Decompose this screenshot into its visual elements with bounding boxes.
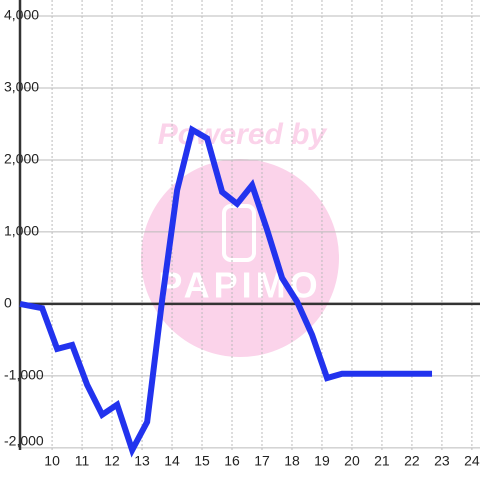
y-tick-label: -2,000 [4, 433, 44, 449]
x-tick-label: 15 [194, 453, 210, 469]
x-tick-label: 21 [374, 453, 390, 469]
y-tick-label: 4,000 [4, 7, 39, 23]
x-tick-label: 14 [164, 453, 180, 469]
x-tick-label: 20 [344, 453, 360, 469]
watermark-text: PAPIMO [158, 265, 321, 306]
line [19, 125, 433, 458]
y-tick-label: 0 [4, 295, 12, 311]
x-tick-label: 12 [104, 453, 120, 469]
y-tick-label: 3,000 [4, 79, 39, 95]
x-tick-label: 23 [434, 453, 450, 469]
y-tick-label: 2,000 [4, 151, 39, 167]
x-tick-label: 18 [284, 453, 300, 469]
x-tick-label: 16 [224, 453, 240, 469]
x-tick-label: 13 [134, 453, 150, 469]
x-tick-label: 11 [75, 453, 90, 469]
watermark-text: Powered by [158, 118, 328, 151]
y-tick-label: 1,000 [4, 223, 39, 239]
y-tick-label: -1,000 [4, 367, 44, 383]
x-tick-label: 22 [404, 453, 420, 469]
x-tick-label: 19 [314, 453, 330, 469]
x-tick-label: 17 [254, 453, 270, 469]
x-tick-label: 24 [464, 453, 480, 469]
x-tick-label: 10 [44, 453, 60, 469]
